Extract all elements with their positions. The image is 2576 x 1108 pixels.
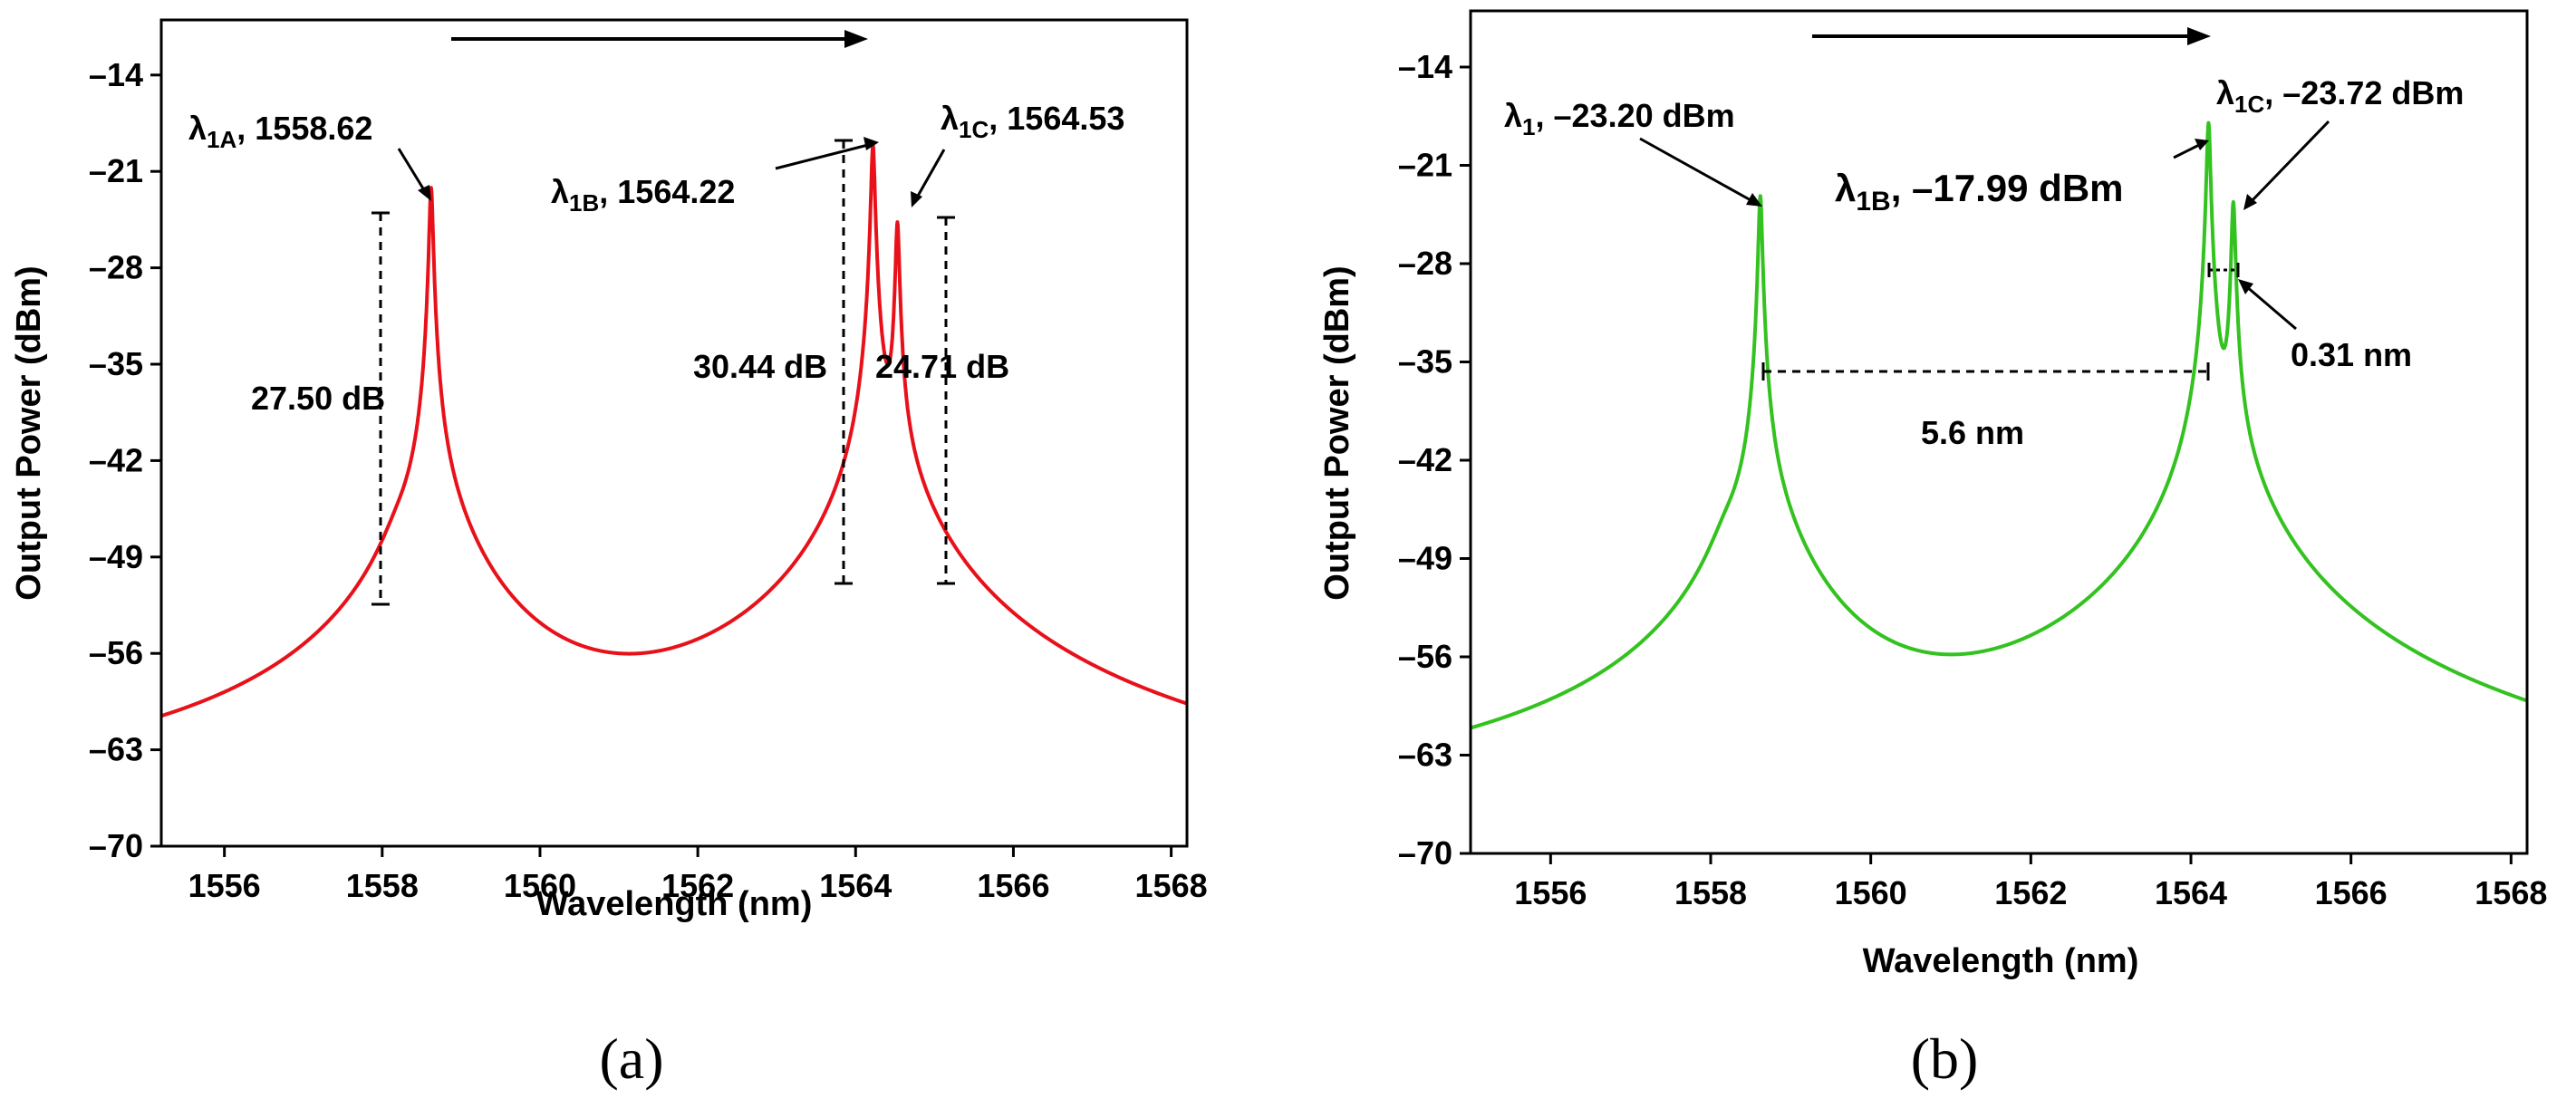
panel-a-trend-arrow-head [844,30,868,48]
panel-b-y-tick-label-6: –28 [1398,245,1452,282]
panel-a-y-tick-label-8: –14 [89,56,143,93]
panel-a-peak-a-pointer [397,148,428,194]
panel-b-x-tick-label-1: 1558 [1674,874,1747,911]
panel-a-peak-a-label: λ1A, 1558.62 [188,110,372,153]
panel-b-y-tick-label-4: –42 [1398,441,1452,478]
panel-b-peak-b-pointer [2173,143,2200,159]
panel-b-y-tick-label-8: –14 [1398,48,1452,85]
panel-b-y-tick-label-5: –35 [1398,343,1452,381]
panel-a-db-c-label: 24.71 dB [875,348,1009,385]
panel-b-peak-a-pointer-head [1746,193,1762,207]
panel-b-y-tick-label-7: –21 [1398,147,1452,184]
panel-a-peak-c-label: λ1C, 1564.53 [941,100,1124,143]
panel-b-x-tick-label-0: 1556 [1514,874,1587,911]
panel-b-peak-c-label: λ1C, –23.72 dBm [2216,74,2464,118]
panel-b-peak-c-pointer-head [2243,194,2257,210]
panel-a-y-tick-label-5: –35 [89,345,143,382]
panel-b-peak-a-pointer [1639,137,1753,203]
panel-a-peak-b-label: λ1B, 1564.22 [551,173,735,217]
panel-a-y-tick-label-3: –49 [89,538,143,575]
panel-a-y-tick-label-1: –63 [89,731,143,768]
panel-b-peak-c-pointer [2249,120,2330,204]
panel-a: 1556 1558 1560 1562 1564 1566 1568 –70 –63 –56 –49… [10,18,1208,1091]
panel-a-y-tick-label-6: –28 [89,249,143,286]
panel-a-x-tick-label-4: 1564 [819,867,892,904]
panel-b-x-tick-label-6: 1568 [2475,874,2547,911]
panel-a-plot-frame [159,18,1189,848]
panel-a-label: (a) [599,1026,663,1091]
panel-a-peak-a-pointer-head [418,185,431,201]
panel-b-peak-a-label: λ1, –23.20 dBm [1504,97,1735,140]
panel-b-spacing-label: 5.6 nm [1921,414,2024,451]
panel-b-x-tick-label-3: 1562 [1994,874,2067,911]
panel-a-y-tick-label-2: –56 [89,634,143,671]
panel-b-x-tick-label-2: 1560 [1835,874,1907,911]
panel-b-x-tick-label-4: 1564 [2155,874,2227,911]
panel-a-db-a-label: 27.50 dB [251,380,385,417]
panel-b-y-axis-label: Output Power (dBm) [1318,265,1356,600]
panel-b-label: (b) [1911,1026,1979,1091]
panel-b-trend-arrow-head [2187,27,2211,45]
panel-a-y-tick-label-0: –70 [89,827,143,864]
panel-a-peak-c-pointer-head [911,191,922,207]
panel-b-y-tick-label-0: –70 [1398,834,1452,872]
panel-b-x-axis-label: Wavelength (nm) [1863,942,2139,980]
panel-a-x-tick-label-5: 1566 [977,867,1049,904]
panel-a-x-tick-label-0: 1556 [188,867,261,904]
panel-a-x-tick-label-3: 1562 [661,867,734,904]
panel-a-x-tick-label-6: 1568 [1135,867,1208,904]
panel-b-narrow-spacing-pointer [2245,284,2297,331]
panel-a-x-axis-label: Wavelength (nm) [536,885,813,923]
panel-b-peak-b-pointer-head [2195,139,2209,150]
panel-b-x-tick-label-5: 1566 [2315,874,2388,911]
panel-b-plot-frame [1469,9,2529,855]
panel-a-ticks: 1556 1558 1560 1562 1564 1566 1568 –70 –63 –56 –49… [89,56,1208,904]
panel-a-x-tick-label-2: 1560 [504,867,576,904]
panel-a-peak-c-pointer [915,149,946,198]
panel-a-spectrum-line [159,143,1189,718]
panel-a-y-axis-label: Output Power (dBm) [10,265,48,600]
panel-b-y-tick-label-1: –63 [1398,737,1452,774]
panel-a-peak-b-pointer-head [863,137,879,150]
panel-a-y-tick-label-4: –42 [89,441,143,478]
panel-a-peak-b-pointer [775,143,869,170]
panel-a-db-b-label: 30.44 dB [693,348,827,385]
panel-b-peak-b-label: λ1B, –17.99 dBm [1835,167,2124,217]
panel-b-y-tick-label-2: –56 [1398,638,1452,675]
panel-b-narrow-spacing-label: 0.31 nm [2291,336,2412,373]
panel-a-x-tick-label-1: 1558 [346,867,419,904]
panel-b-spectrum-line [1469,120,2529,730]
panel-b: 1556 1558 1560 1562 1564 1566 1568 –70 –63 –56 –49… [1318,9,2547,1091]
panel-b-ticks: 1556 1558 1560 1562 1564 1566 1568 –70 –63 –56 –49… [1398,48,2547,911]
panel-a-y-tick-label-7: –21 [89,152,143,189]
panel-b-narrow-spacing-pointer-head [2238,279,2253,294]
panel-b-y-tick-label-3: –49 [1398,540,1452,577]
